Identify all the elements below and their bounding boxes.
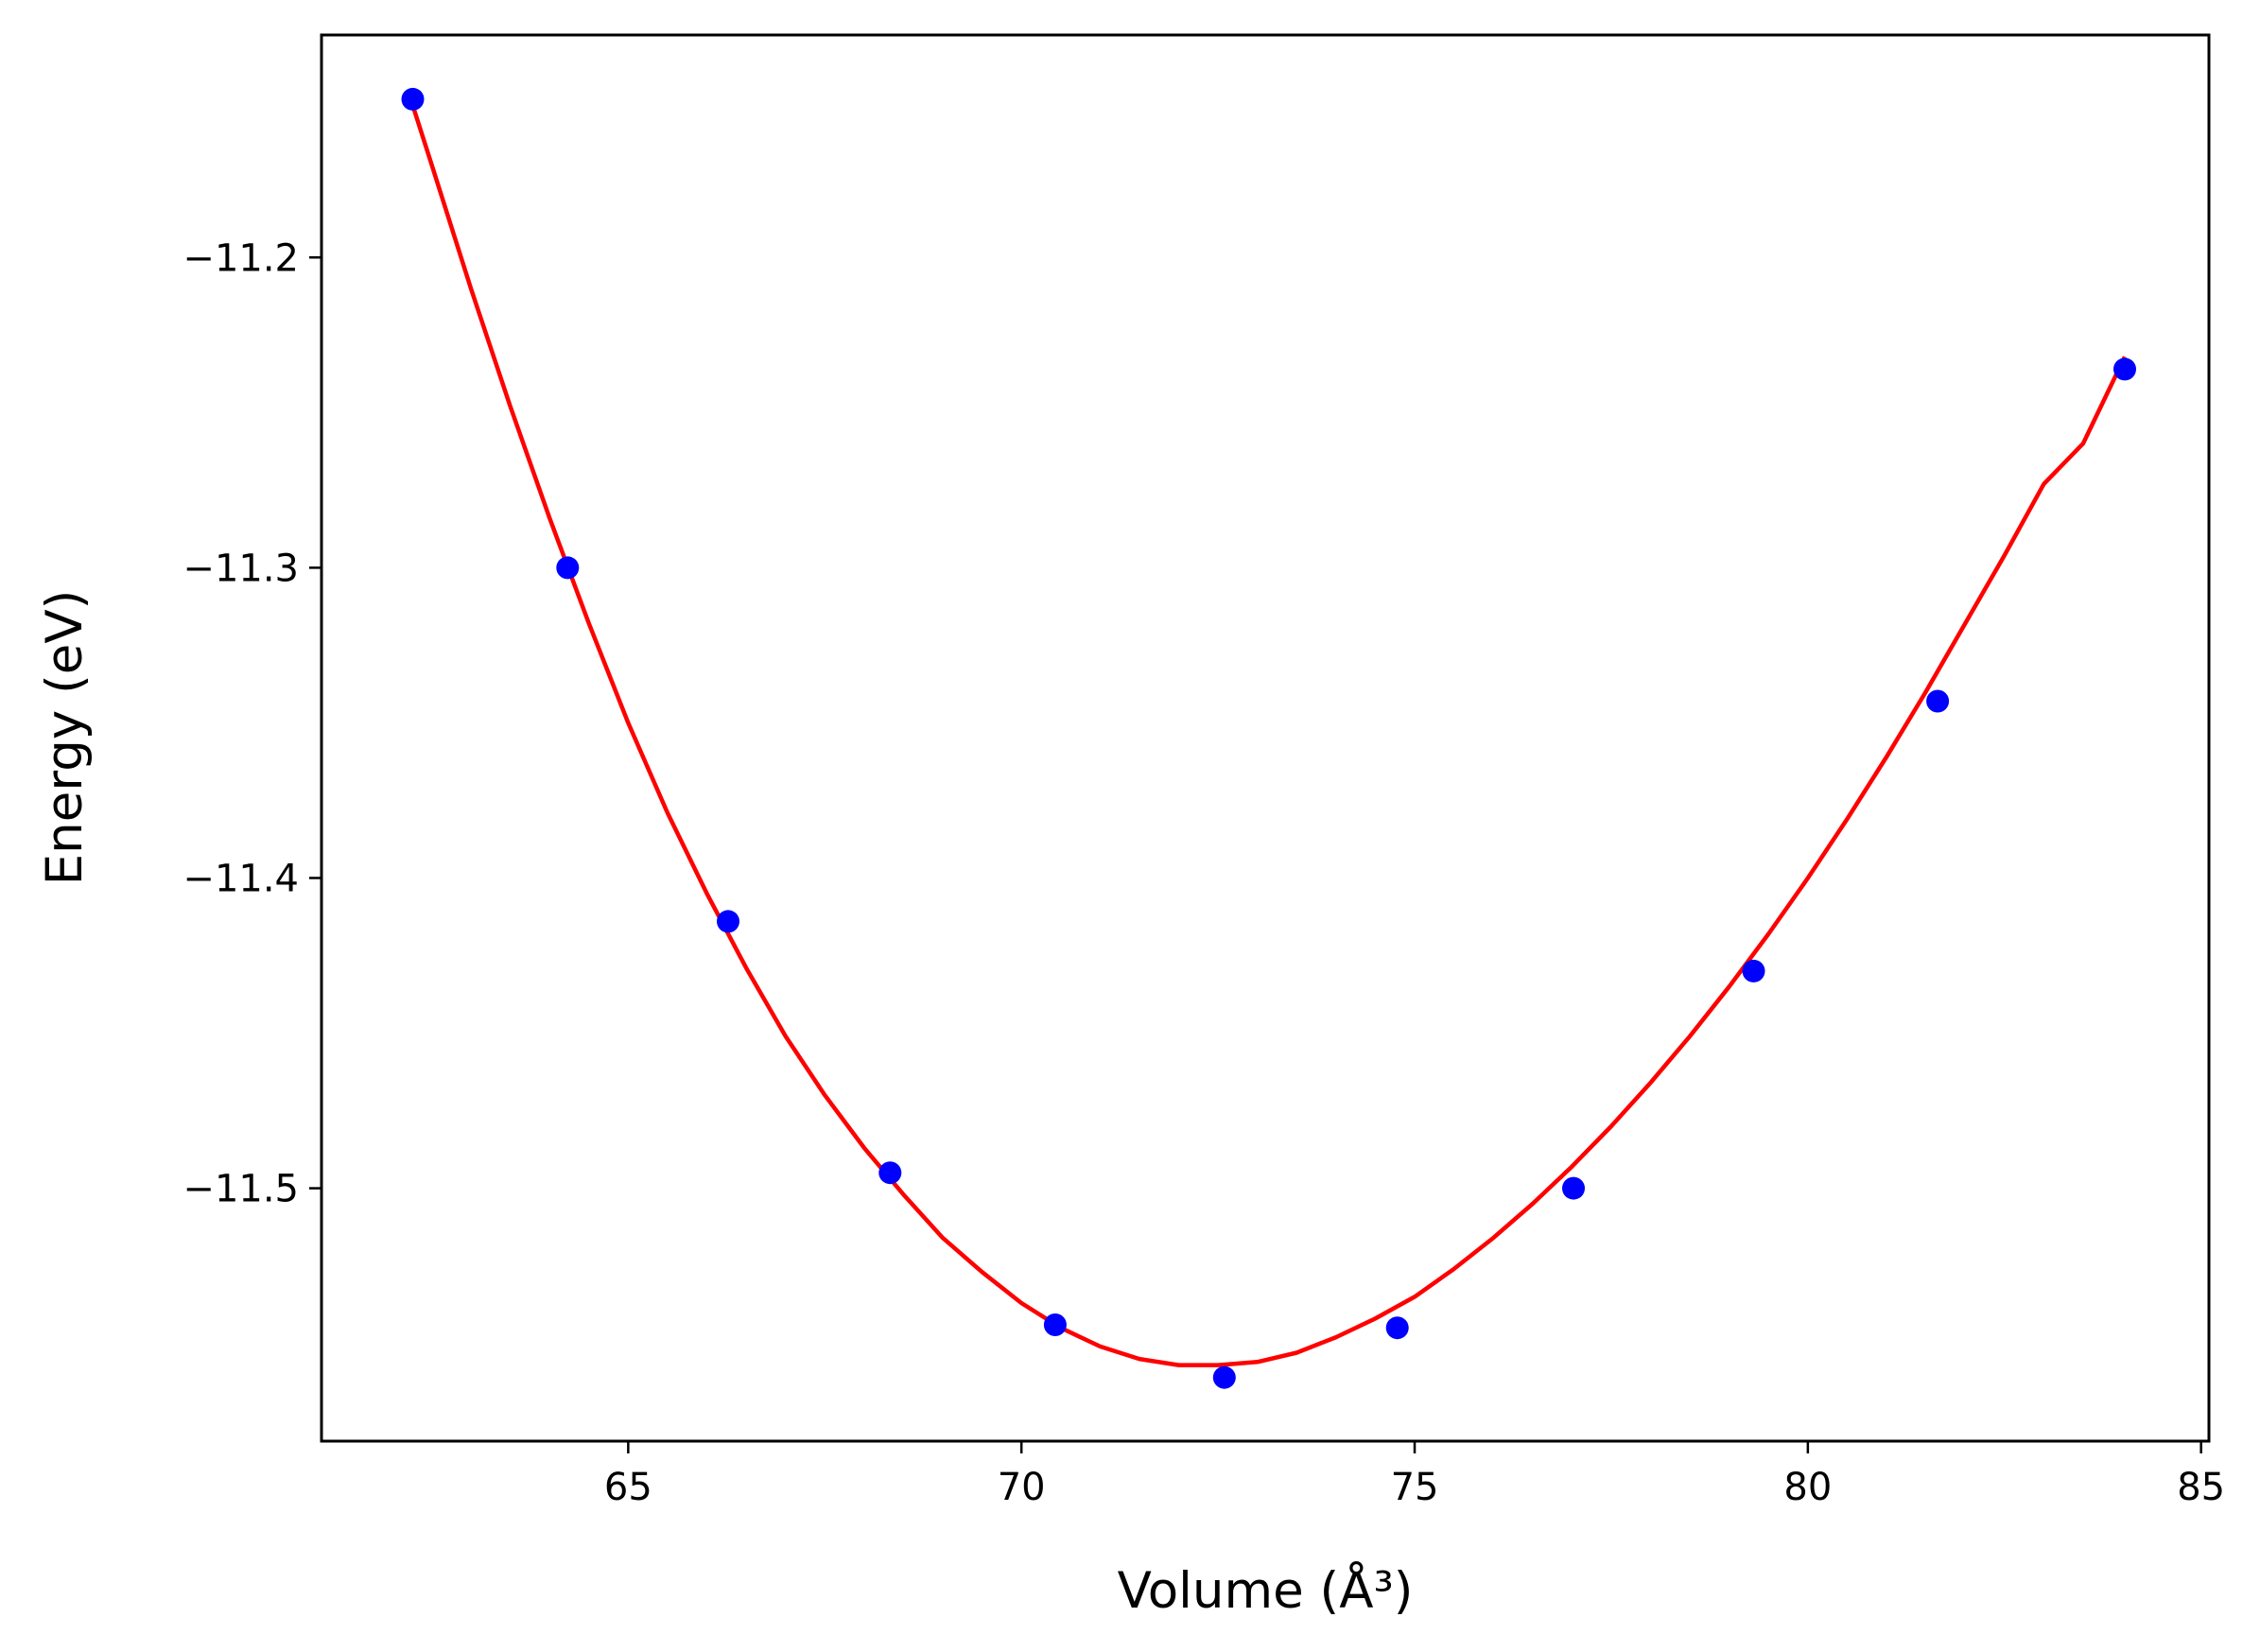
data-point-10 xyxy=(1926,689,1950,713)
data-point-11 xyxy=(2113,357,2136,381)
y-tick-label-3: −11.4 xyxy=(183,857,299,900)
data-point-2 xyxy=(556,556,580,580)
plot-area xyxy=(401,87,2136,1389)
data-point-8 xyxy=(1562,1176,1585,1200)
x-axis-label: Volume (Å³) xyxy=(1118,1559,1414,1620)
x-tick-label-80: 80 xyxy=(1783,1466,1832,1509)
y-axis-ticks: −11.2 −11.3 −11.4 −11.5 xyxy=(183,236,322,1211)
data-point-6 xyxy=(1212,1365,1236,1389)
axes-frame xyxy=(320,33,2211,1443)
x-tick-label-75: 75 xyxy=(1391,1466,1439,1509)
x-tick-label-85: 85 xyxy=(2177,1466,2225,1509)
y-tick-label-1: −11.2 xyxy=(183,236,299,280)
data-point-5 xyxy=(1043,1313,1067,1336)
fit-curve-line xyxy=(410,104,2128,1367)
data-point-7 xyxy=(1385,1316,1409,1340)
data-point-3 xyxy=(717,910,739,933)
x-axis-ticks: 65 70 75 80 85 xyxy=(604,1441,2225,1509)
x-tick-label-65: 65 xyxy=(604,1466,652,1509)
data-point-1 xyxy=(401,87,425,111)
data-point-4 xyxy=(878,1161,902,1185)
data-point-9 xyxy=(1742,959,1765,983)
y-axis-label: Energy (eV) xyxy=(36,590,94,886)
y-tick-label-4: −11.5 xyxy=(183,1168,299,1211)
y-tick-label-2: −11.3 xyxy=(183,547,299,590)
x-tick-label-70: 70 xyxy=(998,1466,1046,1509)
